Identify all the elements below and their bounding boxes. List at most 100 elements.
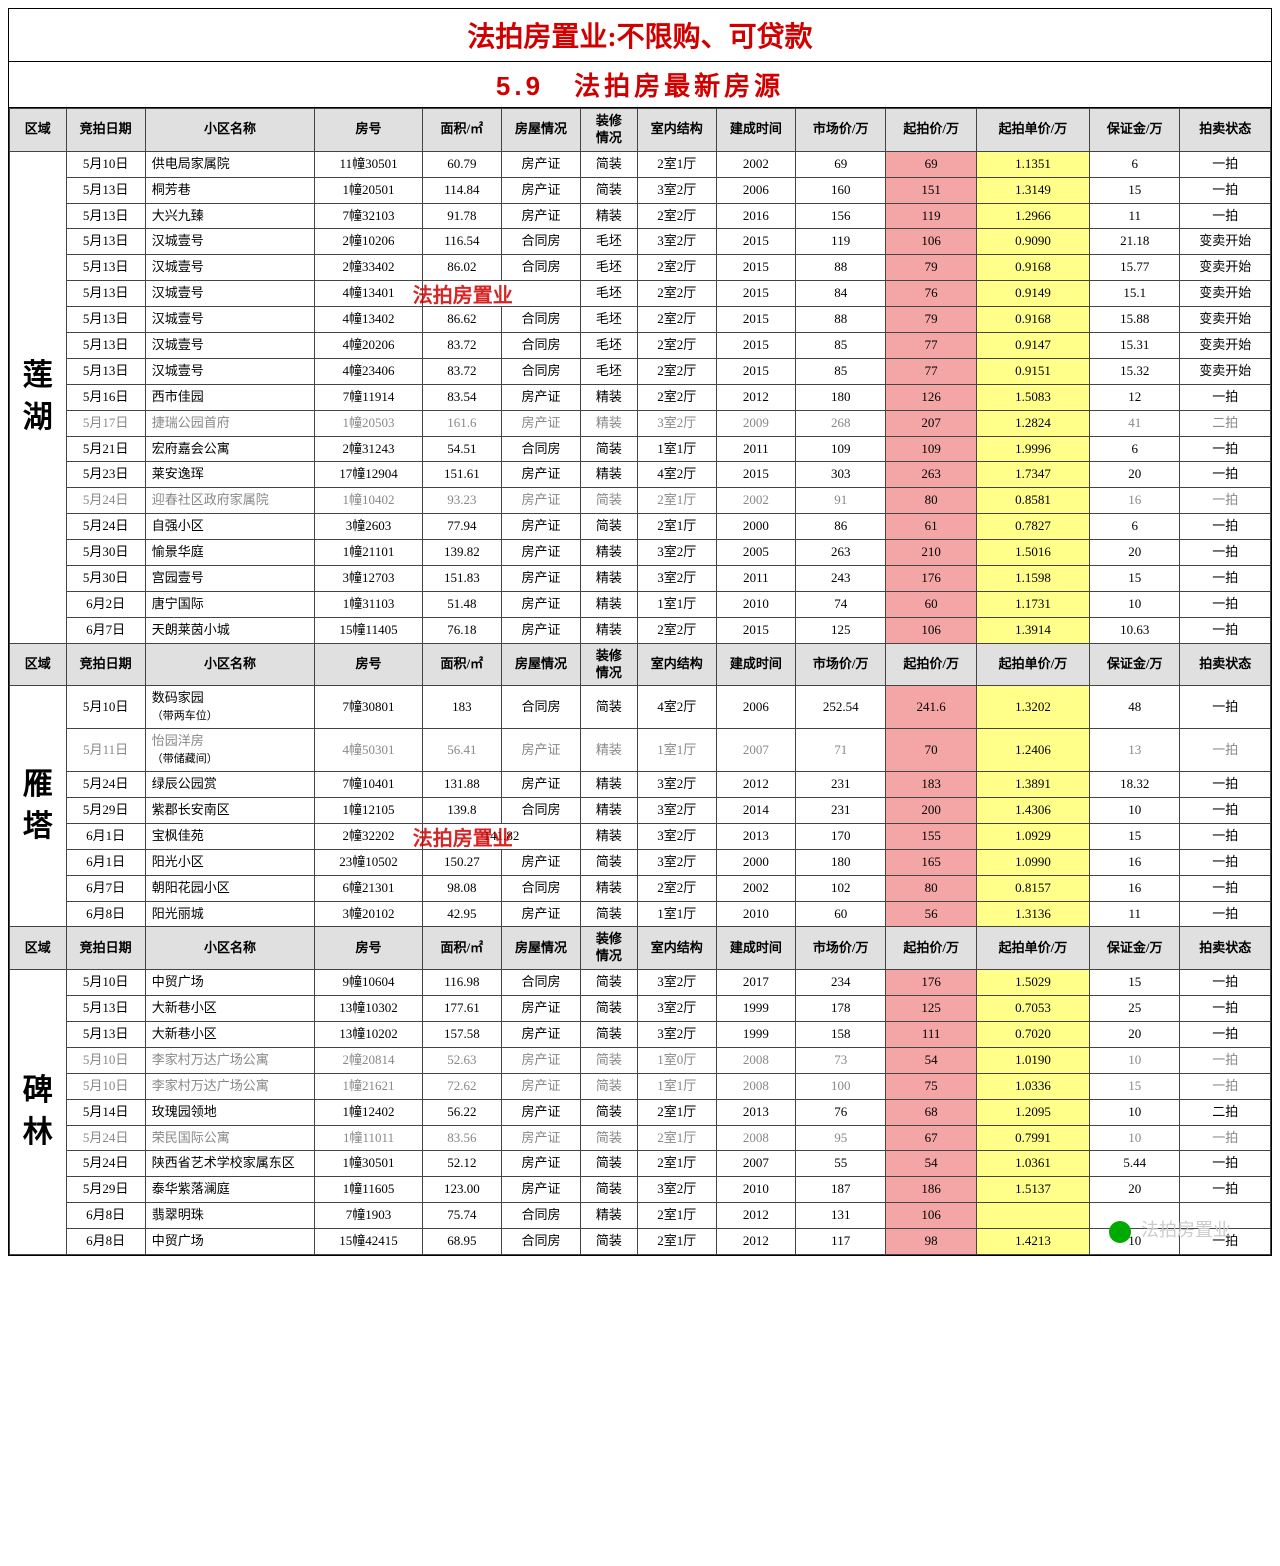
cell-community: 阳光小区 [145,849,315,875]
table-row: 6月1日阳光小区23幢10502150.27房产证简装3室2厅200018016… [10,849,1271,875]
cell-status: 一拍 [1180,901,1271,927]
cell-status: 一拍 [1180,1125,1271,1151]
cell-built: 2010 [716,1177,795,1203]
cell-unit: 1.2824 [976,410,1089,436]
cell-layout: 3室2厅 [637,177,716,203]
cell-market: 55 [795,1151,885,1177]
cell-status: 一拍 [1180,686,1271,729]
cell-market: 263 [795,540,885,566]
cell-layout: 3室2厅 [637,566,716,592]
cell-housetype: 房产证 [501,1099,580,1125]
cell-layout: 4室2厅 [637,686,716,729]
col-region: 区域 [10,927,67,970]
cell-market: 117 [795,1229,885,1255]
cell-start: 60 [886,591,976,617]
cell-status: 一拍 [1180,797,1271,823]
cell-housetype: 房产证 [501,591,580,617]
cell-deposit: 10 [1089,591,1179,617]
cell-layout: 3室2厅 [637,970,716,996]
cell-built: 2015 [716,617,795,643]
cell-layout: 2室2厅 [637,307,716,333]
cell-deco: 精装 [581,1203,638,1229]
cell-deposit [1089,1203,1179,1229]
cell-status: 一拍 [1180,970,1271,996]
cell-unit: 0.9168 [976,307,1089,333]
cell-area: 151.61 [422,462,501,488]
cell-deco: 简装 [581,488,638,514]
cell-deposit: 15.88 [1089,307,1179,333]
table-row: 5月13日大新巷小区13幢10202157.58房产证简装3室2厅1999158… [10,1021,1271,1047]
table-row: 5月16日西市佳园7幢1191483.54房产证精装2室2厅2012180126… [10,384,1271,410]
cell-status: 一拍 [1180,436,1271,462]
cell-start: 106 [886,617,976,643]
col-layout: 室内结构 [637,927,716,970]
col-region: 区域 [10,643,67,686]
cell-start: 109 [886,436,976,462]
table-row: 5月13日大兴九臻7幢3210391.78房产证精装2室2厅2016156119… [10,203,1271,229]
table-row: 5月24日陕西省艺术学校家属东区1幢3050152.12房产证简装2室1厅200… [10,1151,1271,1177]
cell-area: 83.54 [422,384,501,410]
cell-area: 68.95 [422,1229,501,1255]
cell-community: 唐宁国际 [145,591,315,617]
cell-housetype: 合同房 [501,229,580,255]
cell-date: 6月7日 [66,875,145,901]
cell-unit: 0.8581 [976,488,1089,514]
cell-area: 56.22 [422,1099,501,1125]
cell-layout: 3室2厅 [637,229,716,255]
cell-built: 2015 [716,462,795,488]
cell-deposit: 10 [1089,1047,1179,1073]
cell-start: 176 [886,566,976,592]
cell-deposit: 15.32 [1089,358,1179,384]
cell-housetype: 房产证 [501,514,580,540]
cell-status: 变卖开始 [1180,358,1271,384]
cell-layout: 2室2厅 [637,281,716,307]
cell-layout: 3室2厅 [637,1021,716,1047]
cell-date: 5月17日 [66,410,145,436]
cell-area: 116.54 [422,229,501,255]
col-room: 房号 [315,109,422,152]
cell-deco: 精装 [581,823,638,849]
cell-deposit: 15 [1089,970,1179,996]
cell-built: 2002 [716,488,795,514]
cell-market: 231 [795,772,885,798]
cell-layout: 2室1厅 [637,488,716,514]
cell-community: 宝枫佳苑 [145,823,315,849]
cell-deco: 毛坯 [581,229,638,255]
cell-deco: 精装 [581,617,638,643]
cell-market: 231 [795,797,885,823]
cell-unit: 1.0990 [976,849,1089,875]
cell-status: 变卖开始 [1180,333,1271,359]
cell-status: 一拍 [1180,996,1271,1022]
cell-area: 93.23 [422,488,501,514]
cell-deposit: 20 [1089,1021,1179,1047]
cell-housetype: 房产证 [501,462,580,488]
cell-deco: 精装 [581,591,638,617]
cell-deposit: 10 [1089,797,1179,823]
cell-status: 一拍 [1180,875,1271,901]
cell-date: 6月8日 [66,1203,145,1229]
cell-room: 1幢10402 [315,488,422,514]
cell-deposit: 16 [1089,488,1179,514]
cell-layout: 1室1厅 [637,436,716,462]
cell-status: 一拍 [1180,823,1271,849]
cell-room: 17幢12904 [315,462,422,488]
cell-deposit: 21.18 [1089,229,1179,255]
cell-deco: 简装 [581,1229,638,1255]
table-row: 5月24日自强小区3幢260377.94房产证简装2室1厅200086610.7… [10,514,1271,540]
cell-room: 1幢21621 [315,1073,422,1099]
cell-built: 2008 [716,1125,795,1151]
cell-area: 123.00 [422,1177,501,1203]
cell-market: 180 [795,384,885,410]
cell-start: 126 [886,384,976,410]
cell-unit: 1.9996 [976,436,1089,462]
table-row: 5月11日怡园洋房（带储藏间）4幢5030156.41房产证精装1室1厅2007… [10,729,1271,772]
table-row: 6月8日翡翠明珠7幢190375.74合同房精装2室1厅2012131106 [10,1203,1271,1229]
cell-status: 变卖开始 [1180,281,1271,307]
cell-area: 131.88 [422,772,501,798]
cell-room: 4幢13402 [315,307,422,333]
cell-deco: 精装 [581,729,638,772]
cell-deco: 精装 [581,384,638,410]
cell-built: 2012 [716,1203,795,1229]
cell-area: 151.83 [422,566,501,592]
cell-layout: 3室2厅 [637,823,716,849]
